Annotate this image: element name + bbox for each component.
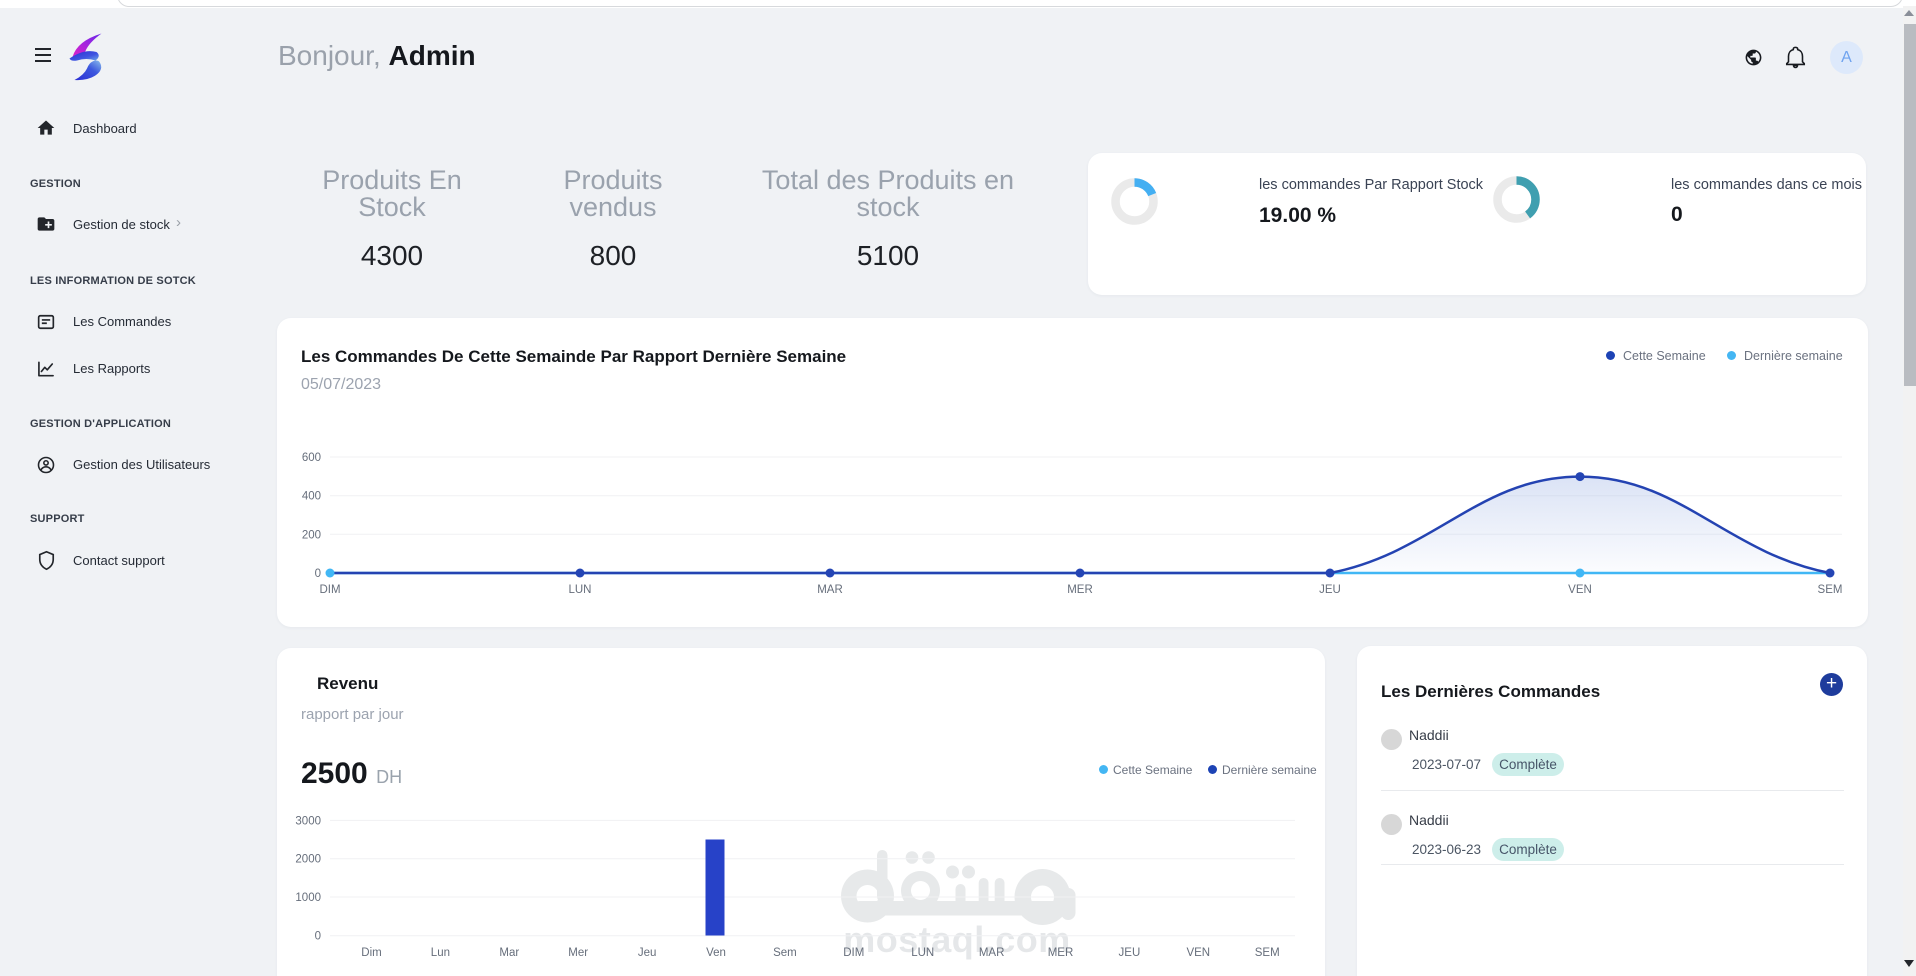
svg-text:1000: 1000: [295, 892, 321, 904]
svg-text:LUN: LUN: [911, 947, 934, 959]
svg-text:MAR: MAR: [817, 584, 843, 596]
svg-text:0: 0: [315, 568, 321, 580]
svg-text:mostaql.com: mostaql.com: [843, 919, 1071, 960]
svg-text:LUN: LUN: [568, 584, 591, 596]
svg-text:VEN: VEN: [1186, 947, 1210, 959]
svg-text:2000: 2000: [295, 854, 321, 866]
svg-text:0: 0: [315, 931, 321, 943]
svg-text:MAR: MAR: [979, 947, 1005, 959]
svg-text:DIM: DIM: [843, 947, 864, 959]
svg-text:VEN: VEN: [1568, 584, 1592, 596]
svg-text:MER: MER: [1048, 947, 1074, 959]
svg-text:SEM: SEM: [1255, 947, 1280, 959]
svg-text:3000: 3000: [295, 815, 321, 827]
svg-text:MER: MER: [1067, 584, 1093, 596]
svg-text:Sem: Sem: [773, 947, 797, 959]
svg-text:Dim: Dim: [361, 947, 381, 959]
svg-text:DIM: DIM: [319, 584, 340, 596]
svg-text:Ven: Ven: [706, 947, 726, 959]
svg-text:Mar: Mar: [499, 947, 519, 959]
svg-text:Jeu: Jeu: [638, 947, 657, 959]
svg-text:Mer: Mer: [568, 947, 588, 959]
svg-text:SEM: SEM: [1818, 584, 1843, 596]
svg-text:400: 400: [302, 491, 321, 503]
svg-text:600: 600: [302, 452, 321, 464]
svg-text:JEU: JEU: [1319, 584, 1341, 596]
svg-text:Lun: Lun: [431, 947, 450, 959]
svg-text:200: 200: [302, 529, 321, 541]
svg-text:JEU: JEU: [1119, 947, 1141, 959]
